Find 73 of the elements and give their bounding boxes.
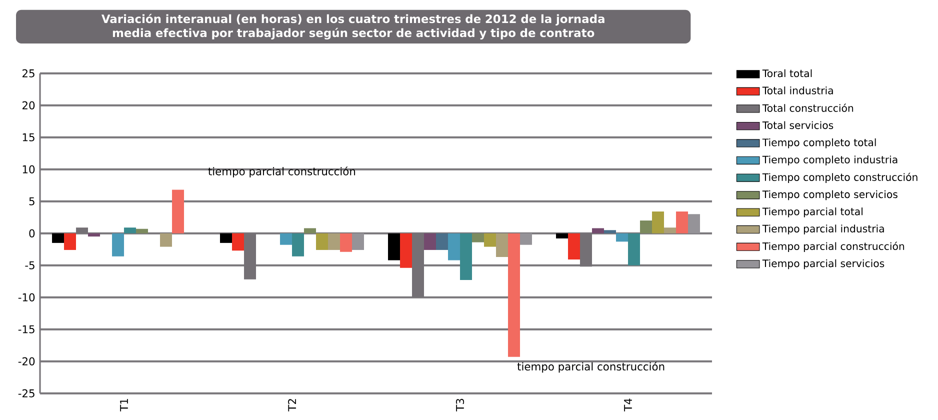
legend-label: Tiempo parcial servicios <box>762 259 884 270</box>
bar <box>676 212 688 234</box>
bar <box>640 220 652 234</box>
bar <box>664 228 676 234</box>
bar <box>484 233 496 247</box>
bar <box>76 228 88 234</box>
bar <box>316 233 328 250</box>
bar <box>136 228 148 234</box>
legend-label: Tiempo completo construcción <box>762 172 918 183</box>
bar <box>424 233 436 250</box>
legend-label: Tiempo parcial total <box>762 207 862 218</box>
bar <box>496 233 508 257</box>
bar <box>412 233 424 298</box>
bar <box>64 233 76 250</box>
bar <box>88 233 100 237</box>
bar <box>460 233 472 280</box>
legend-label: Tiempo parcial industria <box>762 224 884 234</box>
bar <box>220 233 232 243</box>
bar <box>160 233 172 247</box>
bar <box>556 233 568 238</box>
bar <box>112 233 124 256</box>
x-tick-label: T4 <box>624 398 632 412</box>
x-tick-label: T1 <box>120 399 128 412</box>
y-tick-label: -5 <box>25 261 34 270</box>
bar <box>616 233 628 242</box>
bar <box>592 228 604 234</box>
bar <box>520 233 532 245</box>
bar <box>172 190 184 234</box>
legend-label: Total servicios <box>762 121 834 130</box>
x-tick-label: T2 <box>288 399 296 412</box>
legend-label: Tiempo completo industria <box>762 156 898 166</box>
bar <box>400 233 412 268</box>
bar <box>52 233 64 243</box>
y-tick-label: -25 <box>18 389 34 398</box>
legend-label: Total construcción <box>762 104 854 112</box>
y-tick-label: -20 <box>18 357 35 366</box>
y-tick-label: 25 <box>22 69 34 78</box>
bar <box>652 212 664 234</box>
y-tick-label: 10 <box>22 165 35 174</box>
y-tick-label: -15 <box>18 325 34 334</box>
y-tick-label: 20 <box>22 101 35 110</box>
bar <box>448 233 460 260</box>
legend-label: Tiempo completo total <box>762 138 876 148</box>
bar <box>508 233 520 357</box>
y-tick-label: 15 <box>22 133 34 142</box>
bar <box>580 233 592 267</box>
bar <box>304 228 316 234</box>
x-tick-label: T3 <box>456 398 464 412</box>
y-tick-label: 0 <box>29 229 35 238</box>
bar <box>388 233 400 260</box>
bar <box>292 233 304 256</box>
bar <box>688 214 700 234</box>
legend-label: Tiempo completo servicios <box>762 190 898 200</box>
legend-label: Total industria <box>762 86 833 94</box>
y-tick-label: -10 <box>18 293 35 302</box>
bar <box>124 228 136 234</box>
bar <box>352 233 364 250</box>
bar <box>436 233 448 250</box>
bar <box>568 233 580 260</box>
bar <box>244 233 256 280</box>
legend-label: Tiempo parcial construcción <box>762 242 904 252</box>
annotation: tiempo parcial construcción <box>517 362 664 373</box>
bar <box>232 233 244 251</box>
annotation: tiempo parcial construcción <box>208 166 356 178</box>
bar <box>628 233 640 266</box>
bar <box>604 230 616 234</box>
legend-label: Toral total <box>762 69 812 78</box>
chart-title: Variación interanual (en horas) en los cuatro trimestres de 2012 de la jornada media efectiva por trabajador según sector de actividad y tipo de contrato <box>101 14 604 40</box>
bar <box>340 233 352 252</box>
y-tick-label: 5 <box>29 197 34 206</box>
bar <box>328 233 340 250</box>
bar <box>280 233 292 245</box>
bar <box>472 233 484 242</box>
